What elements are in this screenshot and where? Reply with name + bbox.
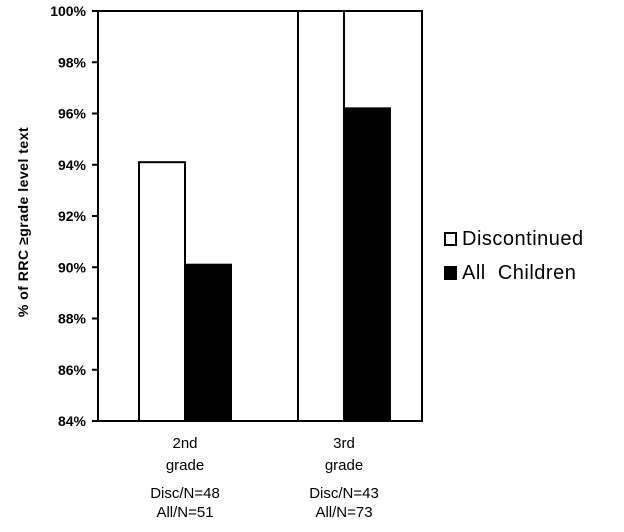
category-label: 2nd — [172, 435, 197, 452]
legend-item-discontinued: Discontinued — [444, 222, 584, 256]
bar-discontinued-1 — [138, 161, 186, 422]
y-tick-label: 84% — [58, 413, 87, 429]
category-n-all: All/N=51 — [156, 504, 213, 521]
bar-all-children-1 — [184, 263, 232, 422]
y-tick-label: 92% — [58, 208, 87, 224]
bar-all-children-2 — [343, 107, 391, 422]
legend-label-all-children: All Children — [462, 261, 577, 284]
y-tick-label: 90% — [58, 259, 87, 275]
bar-discontinued-2 — [297, 10, 345, 422]
category-n-disc: Disc/N=48 — [150, 485, 220, 502]
legend-swatch-discontinued — [444, 232, 457, 246]
category-n-all: All/N=73 — [315, 504, 372, 521]
category-label-grade: grade — [166, 457, 204, 474]
bars — [138, 10, 391, 422]
category-label: 3rd — [333, 435, 355, 452]
legend-label-discontinued: Discontinued — [462, 227, 584, 250]
legend: Discontinued All Children — [444, 222, 584, 290]
y-tick-label: 94% — [58, 157, 87, 173]
y-axis-label: % of RRC ≥grade level text — [15, 127, 31, 317]
y-tick-label: 96% — [58, 106, 87, 122]
x-axis-labels: 2nd grade Disc/N=48 All/N=51 3rd grade Disc/N=… — [150, 435, 379, 521]
legend-item-all-children: All Children — [444, 256, 584, 290]
y-axis: 84% 86% 88% 90% 92% 94% 96% 98% 100% — [50, 3, 98, 429]
category-n-disc: Disc/N=43 — [309, 485, 379, 502]
y-tick-label: 86% — [58, 362, 87, 378]
category-label-grade: grade — [325, 457, 363, 474]
y-tick-label: 100% — [50, 3, 86, 19]
legend-swatch-all-children — [444, 266, 457, 280]
y-tick-label: 88% — [58, 311, 87, 327]
y-tick-label: 98% — [58, 54, 87, 70]
